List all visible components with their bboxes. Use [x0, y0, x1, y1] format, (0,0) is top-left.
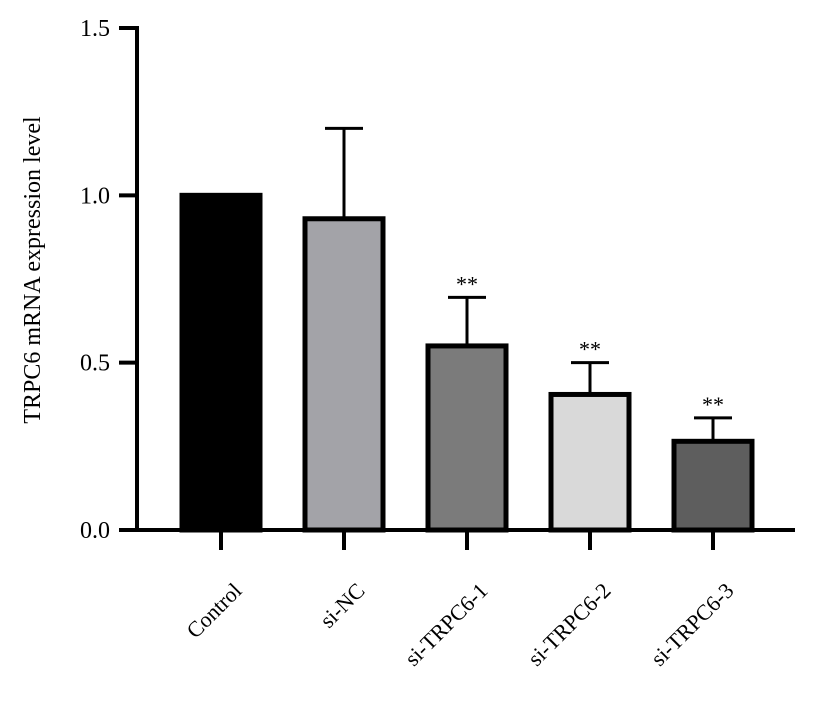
- x-tick-label: si-TRPC6-3: [646, 578, 739, 671]
- bar: [548, 391, 632, 533]
- y-tick-label: 1.0: [80, 183, 110, 209]
- y-ticks: 0.0 0.5 1.0 1.5: [80, 16, 715, 550]
- bar: [302, 216, 386, 533]
- significance-markers: ** ** **: [456, 271, 724, 416]
- error-bars: [325, 126, 732, 442]
- significance-label: **: [702, 392, 724, 417]
- x-tick-labels: Control si-NC si-TRPC6-1 si-TRPC6-2 si-TRPC6…: [181, 578, 738, 671]
- x-tick-label: si-TRPC6-2: [523, 578, 616, 671]
- y-tick-label: 0.0: [80, 518, 110, 544]
- x-tick-label: si-NC: [315, 578, 370, 633]
- bars: [179, 192, 755, 533]
- x-tick-label: si-TRPC6-1: [400, 578, 493, 671]
- significance-label: **: [579, 337, 601, 362]
- bar: [179, 192, 263, 533]
- y-tick-label: 0.5: [80, 351, 110, 377]
- x-tick-label: Control: [181, 578, 246, 643]
- bar: [671, 438, 755, 533]
- y-tick-label: 1.5: [80, 16, 110, 42]
- significance-label: **: [456, 271, 478, 296]
- y-axis-title: TRPC6 mRNA expression level: [20, 116, 46, 424]
- bar: [425, 343, 509, 533]
